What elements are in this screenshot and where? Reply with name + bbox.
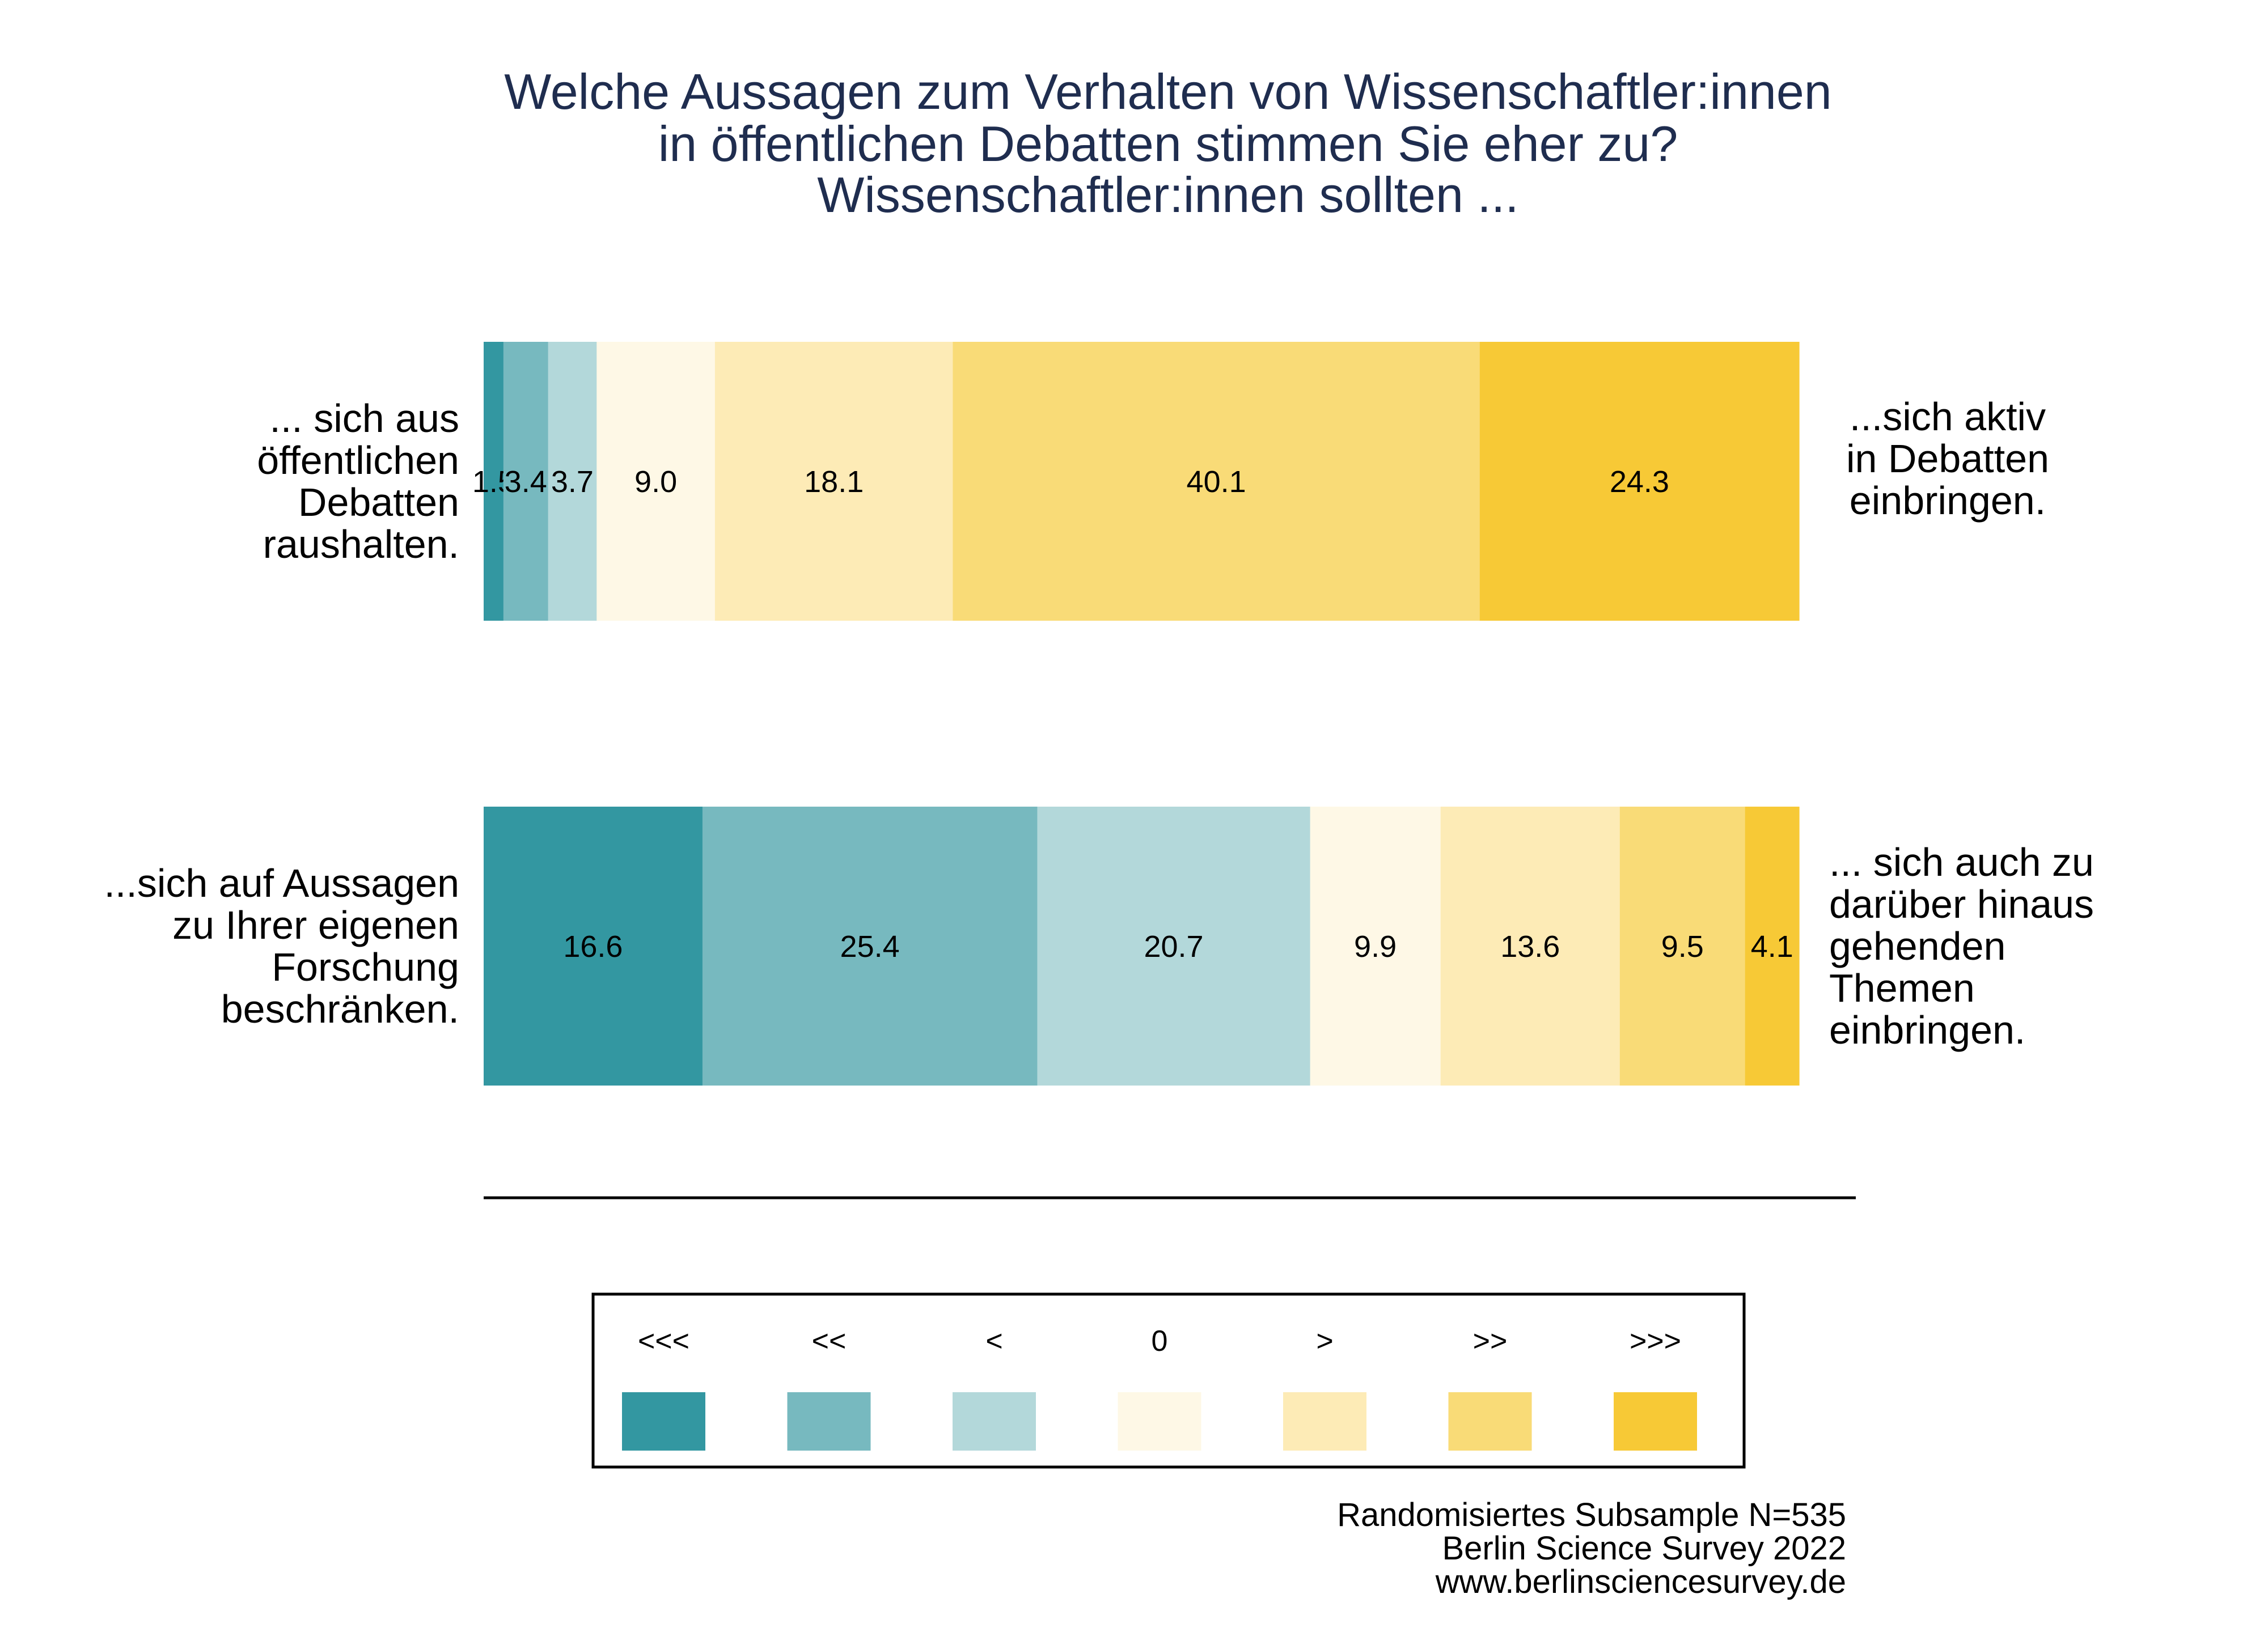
row-2-right-label-line-5: einbringen. [1829, 1008, 2025, 1052]
value-label-1-4: 9.0 [634, 465, 677, 499]
bar-segment-2-4 [1310, 807, 1441, 1086]
value-label-2-3: 20.7 [1144, 930, 1203, 964]
legend-label-2: << [812, 1325, 847, 1358]
value-label-2-5: 13.6 [1500, 930, 1560, 964]
value-label-2-4: 9.9 [1354, 930, 1397, 964]
bar-segment-1-2 [503, 342, 549, 621]
value-label-2-7: 4.1 [1751, 930, 1793, 964]
bar-segment-2-5 [1440, 807, 1620, 1086]
bar-segment-1-6 [953, 342, 1480, 621]
value-label-1-6: 40.1 [1187, 465, 1246, 499]
row-2-right-label-line-1: ... sich auch zu [1829, 840, 2094, 884]
legend-label-4: 0 [1152, 1325, 1168, 1358]
bar-segment-1-5 [714, 342, 953, 621]
value-label-1-2: 3.4 [505, 465, 547, 499]
bar-segment-1-3 [548, 342, 597, 621]
row-1-left-label-line-2: öffentlichen [257, 438, 459, 482]
legend-swatch-3 [953, 1392, 1036, 1451]
value-label-2-2: 25.4 [840, 930, 900, 964]
bars: 1.53.4 3.7 9.0 18.1 40.1 24.316.6 25.4 20.7 9.9 1… [472, 342, 1800, 1086]
row-1-right-label-line-2: in Debatten [1846, 436, 2049, 481]
legend-swatch-1 [622, 1392, 705, 1451]
legend-swatch-2 [787, 1392, 871, 1451]
value-label-1-3: 3.7 [551, 465, 594, 499]
row-2-right-label-line-2: darüber hinaus [1829, 882, 2094, 926]
row-2-right-label-line-3: gehenden [1829, 924, 2005, 968]
bar-segment-1-7 [1479, 342, 1800, 621]
value-label-2-1: 16.6 [563, 930, 623, 964]
chart-title: Welche Aussagen zum Verhalten von Wissen… [504, 63, 1831, 223]
row-1-left-label-line-4: raushalten. [263, 522, 459, 566]
row-2-left-label-line-3: Forschung [272, 945, 459, 989]
legend-swatch-6 [1448, 1392, 1532, 1451]
title-line-3: Wissenschaftler:innen sollten ... [817, 167, 1518, 223]
legend-label-5: > [1316, 1325, 1333, 1358]
row-2-left-label-line-2: zu Ihrer eigenen [172, 903, 459, 947]
source-line-3: www.berlinsciencesurvey.de [1435, 1563, 1846, 1600]
legend-label-1: <<< [638, 1325, 689, 1358]
row-2-right-label-line-4: Themen [1829, 966, 1975, 1010]
side-labels: ... sich ausöffentlichenDebattenraushalt… [104, 395, 2094, 1052]
value-label-2-6: 9.5 [1661, 930, 1704, 964]
bar-segment-2-3 [1037, 807, 1311, 1086]
value-label-1-5: 18.1 [804, 465, 864, 499]
legend-swatch-7 [1614, 1392, 1697, 1451]
title-line-2: in öffentlichen Debatten stimmen Sie ehe… [658, 116, 1678, 172]
title-line-1: Welche Aussagen zum Verhalten von Wissen… [504, 63, 1831, 120]
legend-label-7: >>> [1630, 1325, 1681, 1358]
legend-frame [591, 1292, 1746, 1469]
legend: <<< << <0 > >> >>> [591, 1292, 1746, 1469]
source-line-1: Randomisiertes Subsample N=535 [1337, 1497, 1846, 1533]
row-1-right-label-line-3: einbringen. [1850, 478, 2046, 523]
bar-segment-2-6 [1619, 807, 1746, 1086]
bar-segment-2-2 [702, 807, 1038, 1086]
row-2-left-label-line-4: beschränken. [221, 987, 459, 1031]
bar-segment-1-4 [596, 342, 716, 621]
source-note: Randomisiertes Subsample N=535 Berlin Sc… [1337, 1497, 1846, 1600]
bar-segment-1-1 [484, 342, 504, 621]
legend-label-6: >> [1473, 1325, 1508, 1358]
legend-label-3: < [985, 1325, 1002, 1358]
row-2-left-label-line-1: ...sich auf Aussagen [104, 861, 459, 905]
row-1-left-label-line-3: Debatten [298, 480, 459, 524]
bar-segment-2-7 [1745, 807, 1800, 1086]
legend-swatch-4 [1118, 1392, 1201, 1451]
row-1-left-label-line-1: ... sich aus [269, 396, 459, 440]
row-1-right-label-line-1: ...sich aktiv [1850, 395, 2046, 439]
source-line-2: Berlin Science Survey 2022 [1442, 1530, 1846, 1567]
value-label-1-7: 24.3 [1610, 465, 1669, 499]
bar-segment-2-1 [484, 807, 703, 1086]
legend-swatch-5 [1283, 1392, 1366, 1451]
